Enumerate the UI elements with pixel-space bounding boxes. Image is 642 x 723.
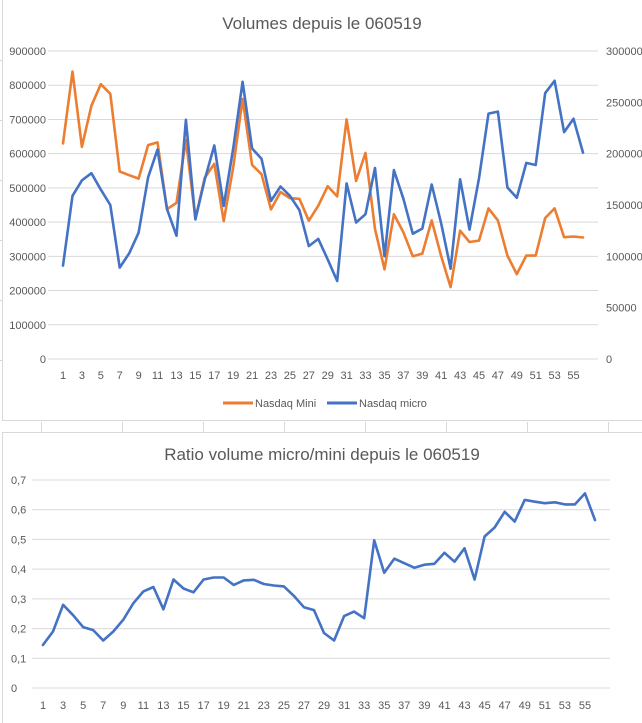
x-tick-label: 47	[499, 700, 511, 712]
y2-tick-label: 100000	[606, 251, 642, 263]
x-tick-label: 47	[492, 370, 504, 382]
x-tick-label: 21	[238, 700, 250, 712]
ratio-chart[interactable]: Ratio volume micro/mini depuis le 060519…	[2, 432, 642, 723]
x-tick-label: 39	[418, 700, 430, 712]
x-tick-label: 41	[438, 700, 450, 712]
x-tick-label: 17	[208, 370, 220, 382]
x-tick-label: 51	[530, 370, 542, 382]
x-tick-label: 41	[435, 370, 447, 382]
x-tick-label: 11	[138, 700, 149, 712]
y-tick-label: 0,7	[11, 475, 26, 487]
y-tick-label: 0	[40, 354, 46, 366]
x-tick-label: 55	[579, 700, 591, 712]
x-tick-label: 49	[519, 700, 531, 712]
column-divider	[41, 422, 42, 432]
y2-tick-label: 0	[606, 354, 612, 366]
x-tick-label: 7	[117, 370, 123, 382]
x-tick-label: 19	[227, 370, 239, 382]
x-tick-label: 25	[284, 370, 296, 382]
x-tick-label: 13	[157, 700, 169, 712]
x-tick-label: 3	[60, 700, 66, 712]
x-tick-label: 27	[303, 370, 315, 382]
x-tick-label: 37	[397, 370, 409, 382]
column-divider	[365, 422, 366, 432]
y-tick-label: 700000	[9, 114, 46, 126]
x-tick-label: 53	[549, 370, 561, 382]
x-tick-label: 15	[177, 700, 189, 712]
column-divider	[122, 422, 123, 432]
x-tick-label: 37	[398, 700, 410, 712]
y-tick-label: 600000	[9, 149, 46, 161]
x-tick-label: 23	[265, 370, 277, 382]
y-tick-label: 0,1	[11, 653, 26, 665]
y-tick-label: 0,4	[11, 564, 26, 576]
y-tick-label: 900000	[9, 46, 46, 58]
x-tick-label: 35	[378, 700, 390, 712]
x-tick-label: 33	[358, 700, 370, 712]
volumes-chart-canvas: Volumes depuis le 060519 010000020000030…	[1, 0, 642, 420]
y-tick-label: 500000	[9, 183, 46, 195]
x-tick-label: 33	[359, 370, 371, 382]
x-tick-label: 29	[322, 370, 334, 382]
chart-title: Ratio volume micro/mini depuis le 060519	[164, 445, 480, 464]
y-tick-label: 200000	[9, 286, 46, 298]
y-tick-label: 400000	[9, 217, 46, 229]
y-tick-label: 0	[11, 683, 17, 695]
x-tick-label: 45	[473, 370, 485, 382]
x-tick-label: 49	[511, 370, 523, 382]
x-tick-label: 1	[40, 700, 46, 712]
x-tick-label: 17	[197, 700, 209, 712]
x-tick-label: 9	[136, 370, 142, 382]
x-tick-label: 1	[60, 370, 66, 382]
ratio-chart-canvas: Ratio volume micro/mini depuis le 060519…	[1, 433, 642, 717]
x-tick-label: 13	[170, 370, 182, 382]
x-tick-label: 53	[559, 700, 571, 712]
x-tick-label: 31	[338, 700, 350, 712]
x-tick-label: 43	[458, 700, 470, 712]
x-tick-label: 21	[246, 370, 258, 382]
x-tick-label: 35	[378, 370, 390, 382]
x-tick-label: 25	[278, 700, 290, 712]
y-tick-label: 300000	[9, 251, 46, 263]
x-tick-label: 19	[218, 700, 230, 712]
x-tick-label: 15	[189, 370, 201, 382]
x-tick-label: 27	[298, 700, 310, 712]
x-tick-label: 55	[567, 370, 579, 382]
y-tick-label: 0,3	[11, 594, 26, 606]
x-tick-label: 29	[318, 700, 330, 712]
column-divider	[527, 422, 528, 432]
x-tick-label: 43	[454, 370, 466, 382]
y2-tick-label: 300000	[606, 46, 642, 58]
y-tick-label: 0,5	[11, 534, 26, 546]
x-tick-label: 39	[416, 370, 428, 382]
column-divider	[284, 422, 285, 432]
chart-title: Volumes depuis le 060519	[222, 14, 421, 33]
column-divider	[446, 422, 447, 432]
x-tick-label: 3	[79, 370, 85, 382]
legend-label-nasdaq-micro: Nasdaq micro	[359, 398, 427, 410]
x-tick-label: 45	[478, 700, 490, 712]
column-divider	[203, 422, 204, 432]
y-tick-label: 100000	[9, 320, 46, 332]
y2-tick-label: 150000	[606, 200, 642, 212]
x-tick-label: 23	[258, 700, 270, 712]
x-tick-label: 11	[152, 370, 163, 382]
y-tick-label: 0,2	[11, 624, 26, 636]
legend: Nasdaq Mini Nasdaq micro	[223, 398, 427, 410]
x-tick-label: 5	[98, 370, 104, 382]
x-tick-label: 5	[80, 700, 86, 712]
y2-tick-label: 250000	[606, 97, 642, 109]
x-tick-label: 51	[539, 700, 551, 712]
column-divider	[608, 422, 609, 432]
legend-label-nasdaq-mini: Nasdaq Mini	[255, 398, 316, 410]
x-tick-label: 7	[100, 700, 106, 712]
y2-tick-label: 200000	[606, 149, 642, 161]
y-tick-label: 0,6	[11, 505, 26, 517]
y2-tick-label: 50000	[606, 303, 637, 315]
x-tick-label: 31	[341, 370, 353, 382]
series-line-nasdaq-mini	[63, 72, 583, 288]
y-tick-label: 800000	[9, 80, 46, 92]
x-tick-label: 9	[120, 700, 126, 712]
